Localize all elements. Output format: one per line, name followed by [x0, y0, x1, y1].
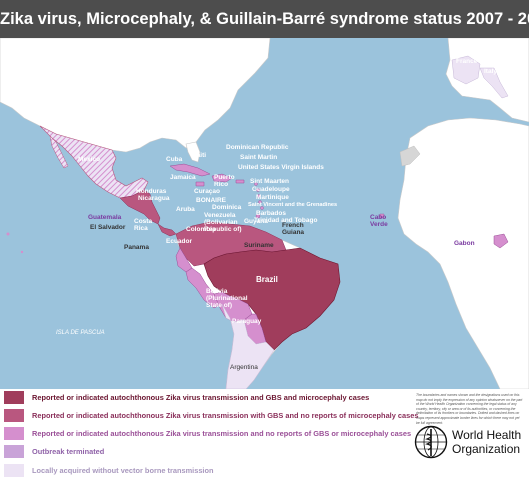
label-panama: Panama [124, 244, 149, 251]
label-ecuador: Ecuador [166, 238, 193, 245]
jamaica-region [195, 181, 205, 187]
label-usa: United States of America [62, 94, 139, 101]
map-canvas [0, 38, 529, 389]
label-bolivia: Bolivia (Plurinational State of) [206, 288, 248, 309]
label-suriname: Suriname [244, 242, 274, 249]
label-dominican-republic: Dominican Republic [226, 144, 289, 151]
who-emblem-icon [414, 425, 448, 459]
france-region [451, 55, 481, 85]
label-guadeloupe: Guadeloupe [252, 186, 290, 193]
legend-swatch [4, 464, 24, 477]
cuba-region [169, 163, 211, 177]
label-honduras: Honduras [136, 188, 167, 195]
label-guatemala: Guatemala [88, 214, 122, 221]
label-argentina: Argentina [230, 364, 258, 371]
legend-label: Outbreak terminated [32, 447, 105, 456]
puerto-rico-region [235, 179, 245, 184]
disclaimer-text: The boundaries and names shown and the d… [416, 393, 523, 425]
legend-label: Reported or indicated autochthonous Zika… [32, 393, 370, 402]
cabo-verde-region [379, 213, 385, 219]
western-sahara-region [399, 145, 421, 167]
label-el-salvador: El Salvador [90, 224, 126, 231]
label-jamaica: Jamaica [170, 174, 196, 181]
label-trinidad: Trinidad and Tobago [254, 217, 318, 224]
label-martinique: Martinique [256, 194, 289, 201]
label-cuba: Cuba [166, 156, 183, 163]
legend: Reported or indicated autochthonous Zika… [0, 389, 529, 495]
southern-cone-region [221, 303, 275, 389]
label-colombia: Colombia [186, 226, 216, 233]
label-gabon: Gabon [454, 240, 475, 247]
label-nicaragua: Nicaragua [138, 195, 170, 202]
label-saint-martin: Saint Martin [240, 154, 278, 161]
pacific-islands [6, 232, 24, 254]
label-puerto-rico: Puerto Rico [214, 174, 235, 188]
legend-label: Locally acquired without vector borne tr… [32, 466, 214, 475]
legend-swatch [4, 409, 24, 422]
africa-land [397, 117, 529, 389]
label-isla-de-pascua: ISLA DE PASCUA [56, 330, 105, 336]
label-brazil: Brazil [256, 275, 278, 284]
label-bonaire: BONAIRE [196, 197, 226, 204]
label-venezuela: Venezuela (Bolivarian Republic of) [204, 212, 242, 233]
baja-region [49, 135, 69, 169]
mexico-region [39, 125, 149, 199]
central-america-region [119, 189, 161, 225]
who-name-line2: Organization [452, 442, 521, 456]
italy-region [479, 67, 509, 99]
map-area: United States of America Mexico Cuba Hai… [0, 38, 529, 389]
legend-swatch [4, 391, 24, 404]
legend-swatch [4, 445, 24, 458]
label-cabo-verde: Cabo Verde [370, 214, 388, 228]
map-title: Zika virus, Microcephaly, & Guillain-Bar… [0, 0, 529, 38]
hispaniola-region [211, 173, 233, 183]
label-barbados: Barbados [256, 210, 286, 217]
label-mexico: Mexico [78, 156, 101, 163]
label-italy: Italy [484, 68, 498, 75]
legend-label: Reported or indicated autochthonous Zika… [32, 411, 419, 420]
label-aruba: Aruba [176, 206, 195, 213]
lesser-antilles [254, 182, 264, 219]
gabon-region [493, 233, 509, 249]
legend-label: Reported or indicated autochthonous Zika… [32, 429, 412, 438]
label-sint-maarten: Sint Maarten [250, 178, 290, 185]
label-dominica: Dominica [212, 204, 242, 211]
label-haiti: Haiti [192, 152, 207, 159]
label-french-guiana: French Guiana [282, 222, 305, 236]
who-logo-block: World Health Organization [414, 425, 526, 461]
label-st-vincent: Saint Vincent and the Grenadines [248, 202, 338, 208]
label-curacao: Curaçao [194, 188, 221, 195]
label-usvi: United States Virgin Islands [238, 164, 324, 171]
label-france: France [456, 58, 478, 65]
legend-swatch [4, 427, 24, 440]
label-guyana: Guyana [244, 218, 268, 225]
who-name-line1: World Health [452, 428, 522, 442]
label-costa-rica: Costa Rica [134, 218, 153, 232]
label-paraguay: Paraguay [232, 318, 262, 325]
florida-land [185, 141, 201, 163]
